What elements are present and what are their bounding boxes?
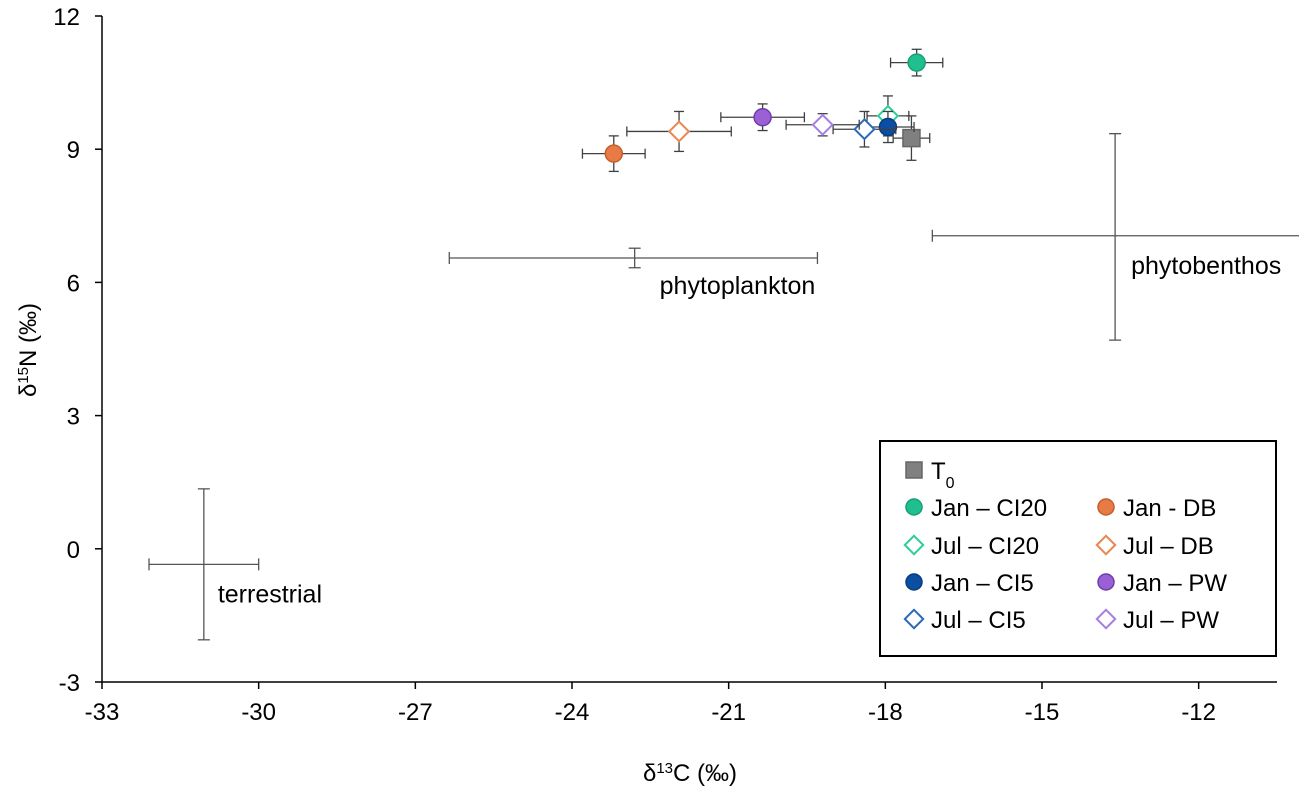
legend-marker-jan_db bbox=[1097, 498, 1115, 516]
x-tick-label: -30 bbox=[241, 699, 276, 726]
legend-label-jan_db: Jan - DB bbox=[1123, 495, 1216, 522]
legend-entry-jan_db: Jan - DB bbox=[1097, 495, 1216, 522]
series-T0 bbox=[892, 115, 931, 161]
legend-marker-jul_db bbox=[1095, 534, 1117, 556]
legend-label-jul_ci20: Jul – CI20 bbox=[931, 533, 1039, 560]
x-tick-label: -24 bbox=[555, 699, 590, 726]
source-terrestrial: terrestrial bbox=[148, 488, 322, 641]
x-tick-label: -21 bbox=[711, 699, 746, 726]
legend-marker-jan_pw bbox=[1097, 573, 1115, 591]
legend-label-jan_ci5: Jan – CI5 bbox=[931, 570, 1034, 597]
source-label-terrestrial: terrestrial bbox=[218, 580, 322, 608]
legend-label-jan_pw: Jan – PW bbox=[1123, 570, 1227, 597]
series-jan_db bbox=[581, 135, 646, 173]
marker-T0 bbox=[902, 128, 921, 148]
marker-jul_ci5 bbox=[853, 118, 876, 141]
legend-label-jul_ci5: Jul – CI5 bbox=[931, 607, 1026, 634]
data-points bbox=[581, 48, 944, 173]
axes bbox=[101, 16, 1277, 683]
legend-label-jan_ci20: Jan – CI20 bbox=[931, 495, 1047, 522]
marker-jan_ci5 bbox=[878, 117, 898, 137]
series-jan_ci5 bbox=[861, 110, 915, 144]
legend-marker-jul_ci5 bbox=[903, 608, 925, 630]
legend-entry-jan_ci20: Jan – CI20 bbox=[905, 495, 1047, 522]
legend-entry-jan_pw: Jan – PW bbox=[1097, 570, 1227, 597]
legend-entry-jul_ci20: Jul – CI20 bbox=[903, 533, 1039, 560]
x-tick-label: -12 bbox=[1181, 699, 1216, 726]
source-label-phytoplankton: phytoplankton bbox=[660, 272, 816, 300]
x-axis-title: δ13C (‰) bbox=[643, 760, 737, 788]
series-jul_pw bbox=[785, 113, 860, 137]
marker-jan_ci20 bbox=[907, 53, 926, 72]
y-tick-label: 9 bbox=[67, 137, 80, 164]
legend-entry-jul_db: Jul – DB bbox=[1095, 533, 1214, 560]
x-tick-label: -15 bbox=[1025, 699, 1060, 726]
series-jul_db bbox=[626, 110, 732, 153]
source-label-phytobenthos: phytobenthos bbox=[1131, 252, 1281, 280]
legend-entry-jan_ci5: Jan – CI5 bbox=[905, 570, 1034, 597]
legend-label-jul_pw: Jul – PW bbox=[1123, 607, 1219, 634]
legend: T0 Jan – CI20 Jan - DB Jul – CI20 Jul – DB Ja… bbox=[879, 440, 1277, 657]
series-jan_ci20 bbox=[889, 48, 944, 77]
legend-entry-jul_ci5: Jul – CI5 bbox=[903, 607, 1026, 634]
series-jan_pw bbox=[720, 103, 806, 132]
x-tick-label: -18 bbox=[868, 699, 903, 726]
y-tick-label: 6 bbox=[67, 270, 80, 297]
marker-jul_pw bbox=[811, 113, 834, 136]
legend-entry-T0: T0 bbox=[905, 458, 955, 492]
marker-jan_pw bbox=[753, 107, 772, 127]
marker-jul_db bbox=[667, 120, 691, 143]
x-axis-ticks: -33 -30 -27 -24 -21 -18 -15 -12 bbox=[85, 682, 1216, 726]
x-tick-label: -33 bbox=[85, 699, 120, 726]
legend-box bbox=[879, 440, 1277, 657]
x-tick-label: -27 bbox=[398, 699, 433, 726]
y-tick-label: 0 bbox=[67, 537, 80, 564]
legend-marker-jan_ci20 bbox=[905, 498, 923, 516]
y-tick-label: 12 bbox=[53, 4, 80, 31]
legend-marker-jul_pw bbox=[1095, 608, 1117, 630]
source-errorbars: terrestrial phytoplankton phytobenthos bbox=[148, 133, 1299, 641]
legend-marker-T0 bbox=[905, 461, 923, 479]
legend-label-T0: T0 bbox=[931, 458, 955, 492]
series-jul_ci5 bbox=[832, 110, 897, 148]
legend-marker-jan_ci5 bbox=[905, 573, 923, 591]
legend-entry-jul_pw: Jul – PW bbox=[1095, 607, 1219, 634]
y-axis-ticks: -3 0 3 6 9 12 bbox=[53, 4, 102, 697]
marker-jan_db bbox=[604, 144, 624, 163]
legend-marker-jul_ci20 bbox=[903, 534, 925, 556]
source-phytobenthos: phytobenthos bbox=[931, 133, 1299, 341]
y-tick-label: -3 bbox=[59, 670, 80, 697]
legend-label-jul_db: Jul – DB bbox=[1123, 533, 1214, 560]
y-axis-title: δ15N (‰) bbox=[15, 303, 43, 397]
y-tick-label: 3 bbox=[67, 404, 80, 431]
source-phytoplankton: phytoplankton bbox=[448, 247, 819, 300]
